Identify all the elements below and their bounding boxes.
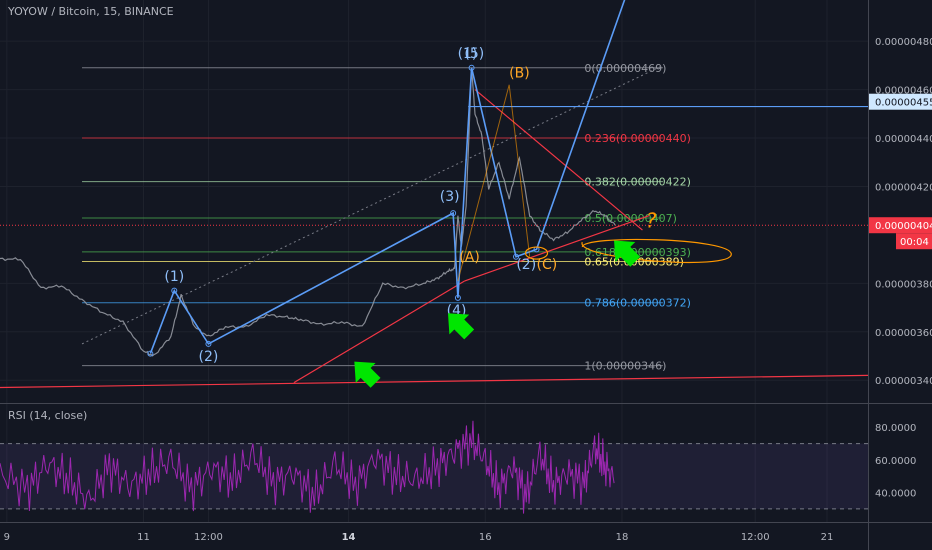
- elliott-wave-blue: [149, 0, 626, 354]
- time-axis-tick-label: 11: [137, 532, 150, 543]
- price-axis-tick-label: 0.00000340: [875, 376, 932, 387]
- elliott-wave-label: (2): [199, 349, 219, 365]
- green-arrow-shape: [447, 313, 475, 340]
- price-axis-tick-label: 0.00000440: [875, 134, 932, 145]
- elliott-wave-label: (5): [464, 46, 484, 62]
- rsi-title: RSI (14, close): [8, 409, 88, 422]
- fib-level-label: 0.236(0.00000440): [584, 132, 691, 145]
- price-axis-tick-label: 0.00000360: [875, 328, 932, 339]
- trendline: [474, 89, 643, 231]
- current-price-box: [869, 217, 932, 234]
- time-axis-tick-label: 18: [616, 532, 629, 543]
- abc-wave-label: (A): [459, 250, 480, 266]
- elliott-wave-point: [468, 64, 475, 71]
- price-axis-tick-label: 0.00000420: [875, 182, 932, 193]
- elliott-wave-label: (1): [164, 269, 184, 285]
- question-mark-annotation: ?: [646, 209, 657, 233]
- elliott-wave-label: (1): [458, 46, 478, 62]
- fib-level-label: 0.786(0.00000372): [584, 297, 691, 310]
- fib-diagonal: [81, 64, 664, 345]
- rsi-line: [0, 420, 615, 514]
- abc-wave-orange: [457, 84, 531, 282]
- green-arrow: [447, 313, 475, 340]
- elliott-wave-point: [450, 210, 457, 217]
- green-arrow-shape: [354, 361, 381, 388]
- fib-level-label: 1(0.00000346): [584, 360, 666, 373]
- rsi-axis-tick-label: 80.0000: [875, 423, 916, 434]
- rsi-axis-tick-label: 60.0000: [875, 456, 916, 467]
- trendline: [293, 280, 466, 384]
- fib-level-label: 0(0.00000469): [584, 62, 666, 75]
- rsi-axis-tick-label: 40.0000: [875, 489, 916, 500]
- trendline: [0, 374, 869, 389]
- time-axis-tick-label: 14: [342, 532, 356, 543]
- time-axis-tick-label: 12:00: [741, 532, 770, 543]
- price-axis-tick-label: 0.00000460: [875, 86, 932, 97]
- abc-wave-label: (B): [509, 65, 530, 81]
- price-label-text: 0.00000455: [875, 98, 932, 109]
- elliott-wave-label: (2): [516, 257, 536, 273]
- highlight-scribble: [581, 238, 732, 264]
- green-arrow: [354, 361, 381, 388]
- green-arrow: [614, 240, 641, 267]
- time-axis-tick-label: 12:00: [194, 532, 223, 543]
- time-axis-tick-label: 16: [479, 532, 492, 543]
- chart-title: YOYOW / Bitcoin, 15, BINANCE: [8, 5, 174, 18]
- fib-level-label: 0.382(0.00000422): [584, 176, 691, 189]
- fib-level-label: 0.5(0.00000407): [584, 212, 677, 225]
- elliott-wave-label: (3): [440, 189, 460, 205]
- price-series-line: [0, 67, 616, 357]
- price-label-text: 00:04: [900, 237, 929, 248]
- green-arrow-shape: [614, 240, 641, 267]
- price-axis-tick-label: 0.00000380: [875, 279, 932, 290]
- abc-wave-label: (C): [537, 257, 558, 273]
- highlight-ellipse: [524, 246, 549, 260]
- countdown-box: [896, 233, 932, 250]
- elliott-wave-point: [171, 287, 178, 294]
- trendline: [464, 214, 650, 282]
- elliott-wave-point: [454, 294, 461, 301]
- price-axis-tick-label: 0.00000480: [875, 37, 932, 48]
- elliott-wave-point: [205, 340, 212, 347]
- time-axis-tick-label: 21: [821, 532, 834, 543]
- price-label-box: [869, 93, 932, 110]
- elliott-wave-point: [513, 253, 520, 260]
- price-label-text: 0.00000404: [875, 221, 932, 232]
- elliott-wave-point: [147, 350, 154, 357]
- time-axis-tick-label: 9: [4, 532, 10, 543]
